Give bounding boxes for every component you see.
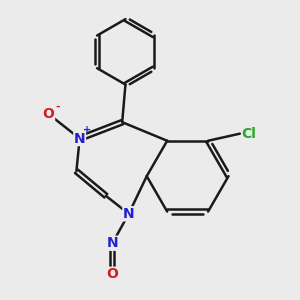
Text: +: + bbox=[83, 125, 91, 135]
Text: N: N bbox=[74, 131, 85, 146]
Text: Cl: Cl bbox=[242, 127, 256, 141]
Text: N: N bbox=[123, 207, 134, 221]
Text: -: - bbox=[56, 102, 60, 112]
Text: O: O bbox=[43, 107, 55, 121]
Text: O: O bbox=[106, 267, 118, 281]
Text: N: N bbox=[106, 236, 118, 250]
